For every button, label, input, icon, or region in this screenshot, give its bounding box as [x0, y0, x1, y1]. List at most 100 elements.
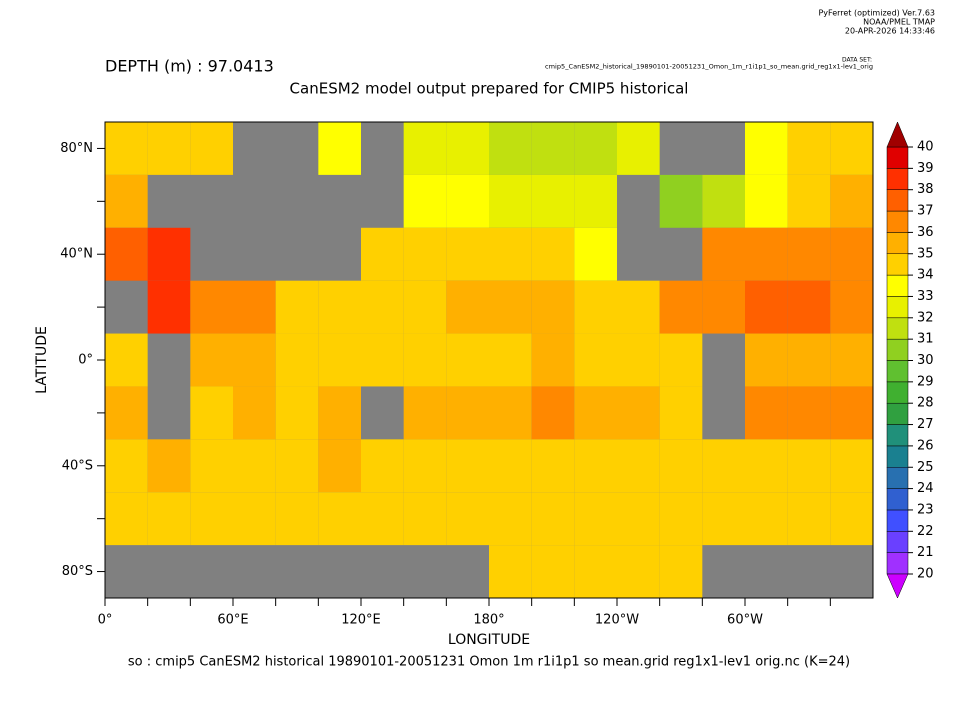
- ocean-cell: [489, 545, 532, 598]
- ocean-cell: [190, 333, 233, 387]
- ocean-cell: [531, 280, 575, 334]
- ocean-cell: [659, 492, 703, 546]
- ocean-cell: [489, 227, 532, 281]
- y-tick-label: 80°N: [60, 141, 93, 156]
- ocean-cell: [105, 227, 148, 281]
- ocean-cell: [574, 333, 617, 387]
- ocean-cell: [787, 280, 831, 334]
- colorbar-label: 28: [917, 396, 934, 411]
- y-axis-label: LATITUDE: [34, 326, 50, 394]
- ocean-cell: [702, 174, 745, 228]
- ocean-cell: [233, 386, 276, 440]
- colorbar-label: 30: [917, 353, 934, 368]
- ocean-cell: [531, 122, 575, 175]
- ocean-cell: [659, 439, 703, 493]
- chart-title: CanESM2 model output prepared for CMIP5 …: [290, 80, 689, 98]
- ocean-cell: [105, 174, 148, 228]
- ocean-cell: [403, 122, 447, 175]
- colorbar-swatch: [886, 445, 909, 468]
- ocean-cell: [745, 227, 788, 281]
- header-line: PyFerret (optimized) Ver.7.63: [818, 9, 935, 18]
- ocean-cell: [318, 386, 361, 440]
- colorbar-over: [886, 121, 909, 148]
- colorbar-label: 23: [917, 502, 934, 517]
- ocean-cell: [574, 227, 617, 281]
- ocean-cell: [702, 227, 745, 281]
- ocean-cell: [574, 386, 617, 440]
- ocean-cell: [830, 386, 873, 440]
- ocean-cell: [531, 227, 575, 281]
- colorbar-label: 25: [917, 460, 934, 475]
- ocean-cell: [489, 333, 532, 387]
- colorbar-label: 22: [917, 524, 934, 539]
- ocean-cell: [745, 122, 788, 175]
- colorbar-label: 29: [917, 374, 934, 389]
- ocean-cell: [275, 280, 319, 334]
- ocean-cell: [105, 492, 148, 546]
- ocean-cell: [617, 333, 660, 387]
- colorbar-label: 33: [917, 289, 934, 304]
- ocean-cell: [446, 227, 489, 281]
- ocean-cell: [105, 386, 148, 440]
- colorbar-swatch: [886, 189, 909, 212]
- colorbar-label: 38: [917, 182, 934, 197]
- ocean-cell: [147, 122, 191, 175]
- colorbar-swatch: [886, 552, 909, 575]
- colorbar-label: 27: [917, 417, 934, 432]
- ocean-cell: [318, 333, 361, 387]
- ocean-cell: [190, 439, 233, 493]
- colorbar-label: 20: [917, 567, 934, 582]
- y-tick-label: 80°S: [62, 564, 93, 579]
- ocean-cell: [745, 439, 788, 493]
- colorbar-label: 37: [917, 204, 934, 219]
- y-tick-label: 0°: [78, 353, 93, 368]
- ocean-cell: [403, 439, 447, 493]
- ocean-cell: [403, 492, 447, 546]
- ocean-cell: [745, 386, 788, 440]
- ocean-cell: [574, 174, 617, 228]
- ocean-cell: [446, 280, 489, 334]
- colorbar-swatch: [886, 274, 909, 297]
- ocean-cell: [361, 439, 404, 493]
- ocean-cell: [830, 333, 873, 387]
- colorbar-label: 32: [917, 310, 934, 325]
- colorbar-swatch: [886, 360, 909, 383]
- ocean-cell: [787, 386, 831, 440]
- ocean-cell: [531, 492, 575, 546]
- ocean-cell: [574, 439, 617, 493]
- ocean-cell: [617, 386, 660, 440]
- ocean-cell: [489, 386, 532, 440]
- ocean-cell: [617, 439, 660, 493]
- ocean-cell: [830, 122, 873, 175]
- colorbar-swatch: [886, 531, 909, 553]
- ocean-cell: [617, 545, 660, 598]
- ocean-cell: [233, 439, 276, 493]
- ocean-cell: [105, 439, 148, 493]
- ocean-cell: [830, 227, 873, 281]
- ocean-cell: [233, 492, 276, 546]
- ocean-cell: [446, 333, 489, 387]
- ocean-cell: [787, 174, 831, 228]
- ocean-cell: [446, 122, 489, 175]
- ocean-cell: [574, 122, 617, 175]
- ocean-cell: [574, 492, 617, 546]
- ocean-cell: [403, 386, 447, 440]
- ocean-cell: [617, 280, 660, 334]
- ocean-cell: [617, 492, 660, 546]
- subtitle: DEPTH (m) : 97.0413: [105, 57, 274, 76]
- ocean-cell: [190, 280, 233, 334]
- ocean-cell: [275, 439, 319, 493]
- ocean-cell: [489, 174, 532, 228]
- ocean-cell: [702, 439, 745, 493]
- colorbar-swatch: [886, 296, 909, 319]
- colorbar-label: 24: [917, 481, 934, 496]
- ocean-cell: [318, 492, 361, 546]
- ocean-cell: [275, 333, 319, 387]
- colorbar-label: 39: [917, 161, 934, 176]
- ocean-cell: [659, 386, 703, 440]
- ocean-cell: [489, 439, 532, 493]
- ocean-cell: [190, 492, 233, 546]
- ocean-cell: [531, 545, 575, 598]
- ocean-cell: [489, 122, 532, 175]
